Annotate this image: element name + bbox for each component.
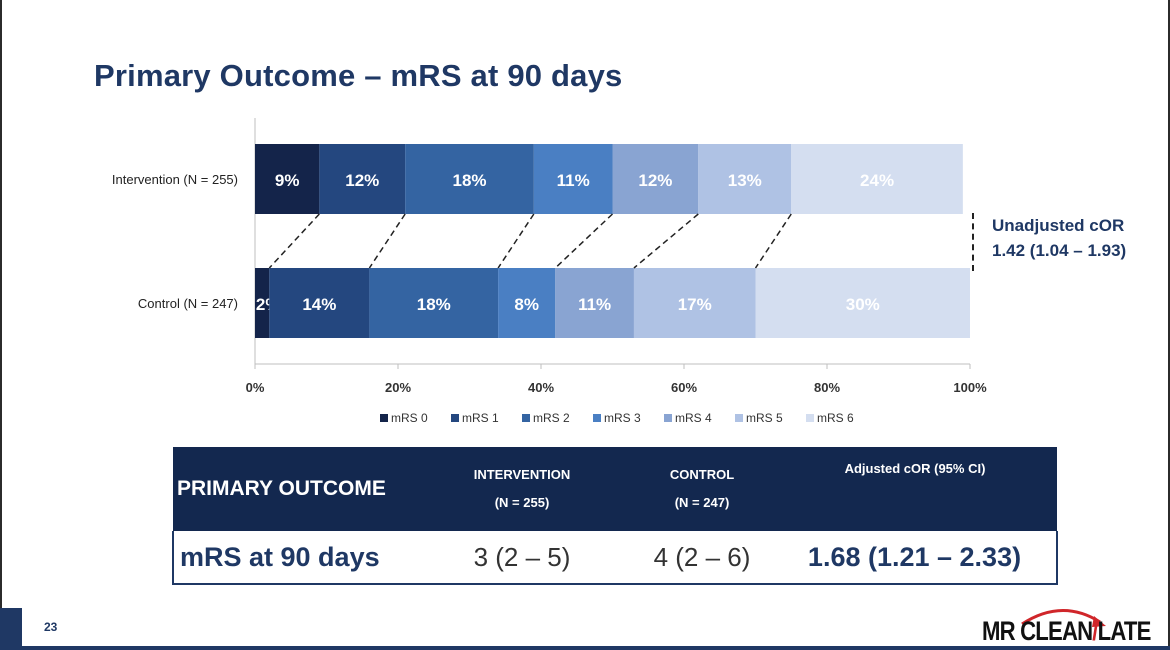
- legend-label: mRS 2: [533, 411, 570, 425]
- cell-control-value: 4 (2 – 6): [631, 531, 773, 585]
- bar-segment: [498, 268, 556, 338]
- boundary-connector: [268, 213, 320, 269]
- bar-data-label: 8%: [514, 295, 539, 314]
- bar-data-label: 18%: [417, 295, 451, 314]
- legend-swatch: [664, 414, 672, 422]
- header-control-label: CONTROL: [669, 467, 735, 482]
- legend-label: mRS 5: [746, 411, 783, 425]
- x-tick-label: 40%: [528, 380, 554, 395]
- legend-swatch: [735, 414, 743, 422]
- bar-data-label: 17%: [678, 295, 712, 314]
- legend-label: mRS 1: [462, 411, 499, 425]
- x-tick-label: 20%: [385, 380, 411, 395]
- unadjusted-cor-value: 1.42 (1.04 – 1.93): [992, 241, 1127, 260]
- boundary-connector: [497, 213, 535, 269]
- x-tick-label: 100%: [953, 380, 987, 395]
- table-row: mRS at 90 days 3 (2 – 5) 4 (2 – 6) 1.68 …: [172, 531, 1058, 585]
- x-tick-label: 60%: [671, 380, 697, 395]
- header-adjusted-label: Adjusted cOR (95% CI): [844, 461, 986, 476]
- legend-swatch: [380, 414, 388, 422]
- legend-label: mRS 6: [817, 411, 854, 425]
- header-primary-outcome: PRIMARY OUTCOME: [173, 447, 413, 531]
- bar-data-label: 9%: [275, 171, 300, 190]
- bar-data-label: 12%: [345, 171, 379, 190]
- legend-swatch: [806, 414, 814, 422]
- boundary-connector: [368, 213, 406, 269]
- bar-segment: [791, 144, 963, 214]
- stacked-bar-chart: 0% 20% 40% 60% 80% 100% Intervention (N = 255)…: [112, 118, 987, 425]
- category-label: Intervention (N = 255): [112, 172, 238, 187]
- bar-segment: [555, 268, 634, 338]
- header-intervention: INTERVENTION (N = 255): [413, 447, 631, 531]
- bar-data-label: 12%: [638, 171, 672, 190]
- bar-data-label: 24%: [860, 171, 894, 190]
- slide-number: 23: [44, 620, 58, 634]
- row-label-mrs90: mRS at 90 days: [172, 531, 413, 585]
- boundary-connector: [754, 213, 792, 269]
- header-control-n: (N = 247): [674, 495, 730, 510]
- boundary-connector: [554, 213, 614, 269]
- category-label: Control (N = 247): [138, 296, 238, 311]
- bar-data-label: 13%: [728, 171, 762, 190]
- header-intervention-n: (N = 255): [494, 495, 550, 510]
- boundary-connector: [633, 213, 699, 269]
- legend-label: mRS 3: [604, 411, 641, 425]
- cell-adjusted-cor-value: 1.68 (1.21 – 2.33): [773, 531, 1058, 585]
- logo-arrow-icon: [1021, 609, 1106, 627]
- legend-label: mRS 0: [391, 411, 428, 425]
- bar-data-label: 30%: [846, 295, 880, 314]
- slide-number-marker: [0, 608, 22, 646]
- bar-segment: [319, 144, 406, 214]
- x-tick-label: 80%: [814, 380, 840, 395]
- bar-segment: [612, 144, 699, 214]
- unadjusted-cor-label: Unadjusted cOR: [992, 216, 1125, 235]
- bar-segment: [755, 268, 970, 338]
- slide-bottom-rule: [0, 646, 1170, 650]
- bar-data-label: 18%: [452, 171, 486, 190]
- bar-segment: [533, 144, 613, 214]
- bar-segment: [255, 144, 320, 214]
- header-intervention-label: INTERVENTION: [473, 467, 571, 482]
- bar-segment: [369, 268, 499, 338]
- logo-text-right: LATE: [1097, 616, 1152, 646]
- logo-slash: /: [1092, 616, 1098, 646]
- mr-clean-late-logo: MR CLEAN/LATE: [982, 600, 1158, 648]
- legend-swatch: [522, 414, 530, 422]
- logo-text-left: MR CLEAN: [982, 616, 1093, 646]
- bar-segment: [405, 144, 534, 214]
- bar-data-label: 14%: [302, 295, 336, 314]
- logo-wordmark: MR CLEAN/LATE: [982, 616, 1151, 647]
- bar-segment: [269, 268, 370, 338]
- unadjusted-cor-annotation: Unadjusted cOR 1.42 (1.04 – 1.93): [972, 213, 1126, 271]
- table-header-row: PRIMARY OUTCOME INTERVENTION (N = 255) C…: [173, 447, 1057, 531]
- slide-title: Primary Outcome – mRS at 90 days: [94, 58, 623, 93]
- cell-intervention-value: 3 (2 – 5): [413, 531, 631, 585]
- frame-left-border: [0, 0, 2, 650]
- legend-swatch: [593, 414, 601, 422]
- bar-data-label: 11%: [557, 171, 590, 190]
- bar-segment: [633, 268, 756, 338]
- bar-segment: [255, 268, 270, 338]
- x-tick-label: 0%: [246, 380, 265, 395]
- header-control: CONTROL (N = 247): [631, 447, 773, 531]
- bar-segment: [698, 144, 792, 214]
- legend-swatch: [451, 414, 459, 422]
- header-adjusted-cor: Adjusted cOR (95% CI): [773, 447, 1057, 531]
- primary-outcome-table: PRIMARY OUTCOME INTERVENTION (N = 255) C…: [172, 447, 1058, 585]
- frame-right-border: [1168, 0, 1170, 650]
- legend-label: mRS 4: [675, 411, 712, 425]
- bar-data-label: 11%: [578, 295, 611, 314]
